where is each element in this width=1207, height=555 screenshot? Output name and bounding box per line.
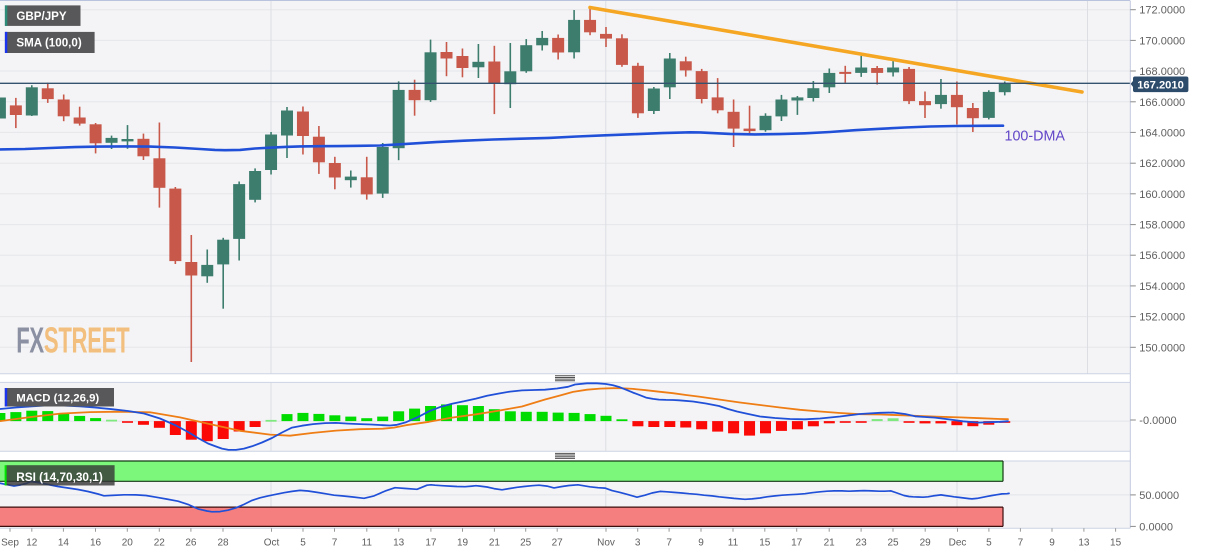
svg-text:158.0000: 158.0000	[1139, 220, 1185, 232]
svg-text:154.0000: 154.0000	[1139, 281, 1185, 293]
svg-text:Dec: Dec	[949, 538, 967, 549]
svg-text:152.0000: 152.0000	[1139, 312, 1185, 324]
svg-text:166.0000: 166.0000	[1139, 97, 1185, 109]
svg-text:3: 3	[635, 538, 641, 549]
svg-text:162.0000: 162.0000	[1139, 158, 1185, 170]
svg-text:-0.0000: -0.0000	[1139, 415, 1176, 427]
svg-text:20: 20	[122, 538, 134, 549]
svg-text:12: 12	[26, 538, 38, 549]
svg-text:5: 5	[986, 538, 992, 549]
svg-text:15: 15	[759, 538, 771, 549]
svg-text:164.0000: 164.0000	[1139, 127, 1185, 139]
svg-text:Oct: Oct	[264, 538, 280, 549]
svg-text:11: 11	[362, 538, 373, 549]
svg-text:MACD (12,26,9): MACD (12,26,9)	[16, 392, 99, 404]
svg-text:50.0000: 50.0000	[1139, 490, 1179, 502]
svg-text:GBP/JPY: GBP/JPY	[16, 10, 67, 23]
svg-text:RSI (14,70,30,1): RSI (14,70,30,1)	[16, 470, 103, 484]
svg-text:Sep: Sep	[1, 538, 19, 549]
svg-text:100-DMA: 100-DMA	[1005, 128, 1066, 144]
svg-text:25: 25	[887, 538, 899, 549]
svg-text:21: 21	[824, 538, 836, 549]
svg-text:7: 7	[666, 538, 672, 549]
svg-text:23: 23	[856, 538, 868, 549]
svg-text:17: 17	[791, 538, 803, 549]
svg-text:11: 11	[728, 538, 739, 549]
svg-text:9: 9	[1049, 538, 1055, 549]
svg-text:13: 13	[393, 538, 405, 549]
svg-text:172.0000: 172.0000	[1139, 5, 1185, 17]
svg-text:167.2010: 167.2010	[1137, 79, 1184, 91]
svg-text:16: 16	[90, 538, 102, 549]
svg-text:14: 14	[58, 538, 70, 549]
svg-text:156.0000: 156.0000	[1139, 250, 1185, 262]
svg-text:22: 22	[154, 538, 166, 549]
svg-text:5: 5	[300, 538, 306, 549]
svg-text:168.0000: 168.0000	[1139, 66, 1185, 78]
svg-text:19: 19	[457, 538, 469, 549]
svg-text:29: 29	[920, 538, 932, 549]
svg-text:26: 26	[185, 538, 197, 549]
svg-text:17: 17	[425, 538, 437, 549]
svg-text:28: 28	[217, 538, 229, 549]
svg-text:15: 15	[1110, 538, 1122, 549]
svg-text:160.0000: 160.0000	[1139, 189, 1185, 201]
svg-text:9: 9	[698, 538, 704, 549]
svg-text:0.0000: 0.0000	[1139, 521, 1173, 533]
svg-text:150.0000: 150.0000	[1139, 342, 1185, 354]
svg-text:FXSTREET: FXSTREET	[16, 321, 129, 361]
svg-text:27: 27	[552, 538, 564, 549]
svg-text:SMA (100,0): SMA (100,0)	[16, 37, 81, 50]
svg-text:Nov: Nov	[597, 538, 615, 549]
svg-text:170.0000: 170.0000	[1139, 35, 1185, 47]
svg-text:21: 21	[489, 538, 501, 549]
svg-text:13: 13	[1078, 538, 1090, 549]
svg-text:7: 7	[1018, 538, 1024, 549]
svg-text:25: 25	[520, 538, 532, 549]
svg-text:7: 7	[332, 538, 338, 549]
